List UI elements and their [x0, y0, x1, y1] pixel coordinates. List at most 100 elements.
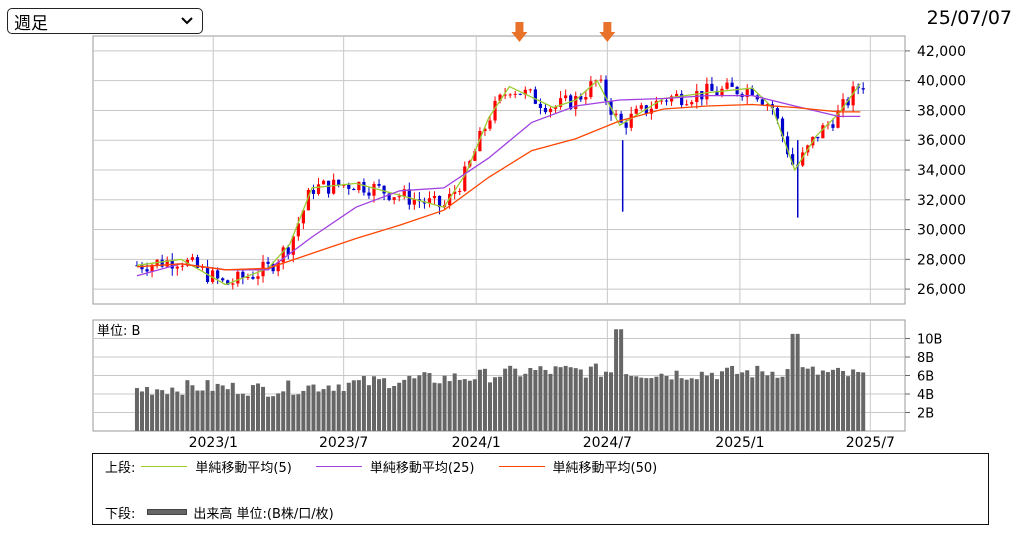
volume-bar [230, 382, 235, 431]
candle-body [327, 180, 331, 194]
candle [427, 191, 432, 208]
sma50-line [136, 103, 861, 271]
volume-bar [427, 373, 432, 431]
legend-lower-label: 下段: [105, 506, 136, 522]
volume-bar [412, 378, 417, 431]
volume-bar [805, 368, 810, 431]
chevron-down-icon [181, 17, 193, 25]
candle-body [523, 89, 527, 95]
candle [337, 179, 341, 188]
candle [236, 269, 240, 287]
candle-body [589, 81, 593, 98]
legend-lower-row: 下段: 出来高 単位:(B株/口/枚) [105, 504, 334, 522]
candle-body [599, 79, 603, 81]
candle [669, 94, 674, 106]
candle-body [831, 124, 835, 128]
candle-body [690, 102, 694, 105]
volume-bar [286, 380, 291, 431]
candle-body [614, 113, 618, 115]
volume-bar [523, 373, 528, 431]
volume-bar [795, 333, 800, 431]
candle [785, 131, 790, 158]
volume-bar [568, 367, 573, 431]
legend-box: 上段: 単純移動平均(5) 単純移動平均(25) 単純移動平均(50) 下段: … [92, 453, 989, 525]
volume-bar [861, 372, 866, 431]
volume-bar [800, 367, 805, 431]
volume-bar [175, 391, 180, 431]
candle [528, 88, 532, 93]
volume-bar [770, 371, 775, 431]
candle [821, 122, 825, 139]
volume-bar [790, 333, 795, 431]
volume-bar [331, 390, 336, 431]
volume-bar [528, 368, 533, 431]
candle-body [311, 189, 316, 194]
candle-body [579, 96, 583, 100]
candle [750, 85, 754, 97]
candle-body [816, 136, 820, 139]
candle [518, 93, 522, 96]
candle-body [372, 184, 376, 196]
y-tick-label: 38,000 [917, 103, 966, 119]
candle-body [432, 195, 437, 199]
date-label: 25/07/07 [926, 7, 1012, 29]
candle [221, 277, 225, 282]
candle [241, 268, 245, 285]
volume-bar [462, 379, 467, 431]
volume-bar [699, 371, 704, 431]
volume-bar [654, 376, 659, 431]
candle [589, 76, 593, 100]
volume-bar [573, 368, 578, 431]
volume-bar [482, 368, 487, 431]
candle [367, 186, 371, 200]
volume-bar [210, 390, 215, 431]
candle [513, 90, 517, 99]
legend-sma5-label: 単純移動平均(5) [195, 460, 292, 476]
candle-body [236, 271, 240, 284]
candle-body [675, 93, 679, 97]
candle [730, 77, 734, 87]
candle-body [271, 263, 275, 272]
volume-bar [487, 382, 492, 431]
candle [372, 181, 376, 203]
volume-bar [730, 365, 735, 431]
candle-body [503, 94, 507, 96]
candle-body [145, 269, 149, 272]
legend-sma50: 単純移動平均(50) [495, 457, 658, 476]
volume-bar [563, 365, 568, 431]
candle-body [291, 236, 295, 255]
candle [362, 178, 366, 196]
candle-body [231, 283, 235, 285]
candle-body [251, 276, 255, 279]
candle [851, 81, 855, 112]
volume-bar [841, 371, 846, 431]
volume-bar [709, 372, 714, 431]
candle-body [548, 108, 553, 113]
candle [432, 191, 437, 205]
volume-bar [548, 373, 553, 431]
candle [458, 188, 462, 196]
candle [725, 78, 729, 90]
candle-body [821, 125, 825, 139]
volume-bar [513, 368, 518, 431]
volume-bar [346, 382, 351, 431]
legend-volume-label: 出来高 単位:(B株/口/枚) [193, 506, 334, 522]
candle-body [791, 154, 795, 165]
volume-bar [276, 393, 281, 431]
candle [281, 245, 285, 270]
volume-bar [361, 375, 366, 431]
candle-body [801, 152, 805, 166]
legend-sma50-label: 単純移動平均(50) [552, 460, 658, 476]
candle [846, 96, 850, 109]
volume-bar [397, 382, 402, 431]
volume-bar [609, 372, 614, 431]
candle [286, 244, 290, 260]
candle-body [216, 270, 220, 279]
candle-body [473, 151, 477, 161]
period-select[interactable]: 週足 [7, 8, 203, 34]
candle-body [427, 198, 432, 204]
volume-bar [694, 379, 699, 431]
candle-body [538, 103, 543, 108]
volume-bar [669, 379, 674, 431]
volume-bar [593, 363, 598, 431]
